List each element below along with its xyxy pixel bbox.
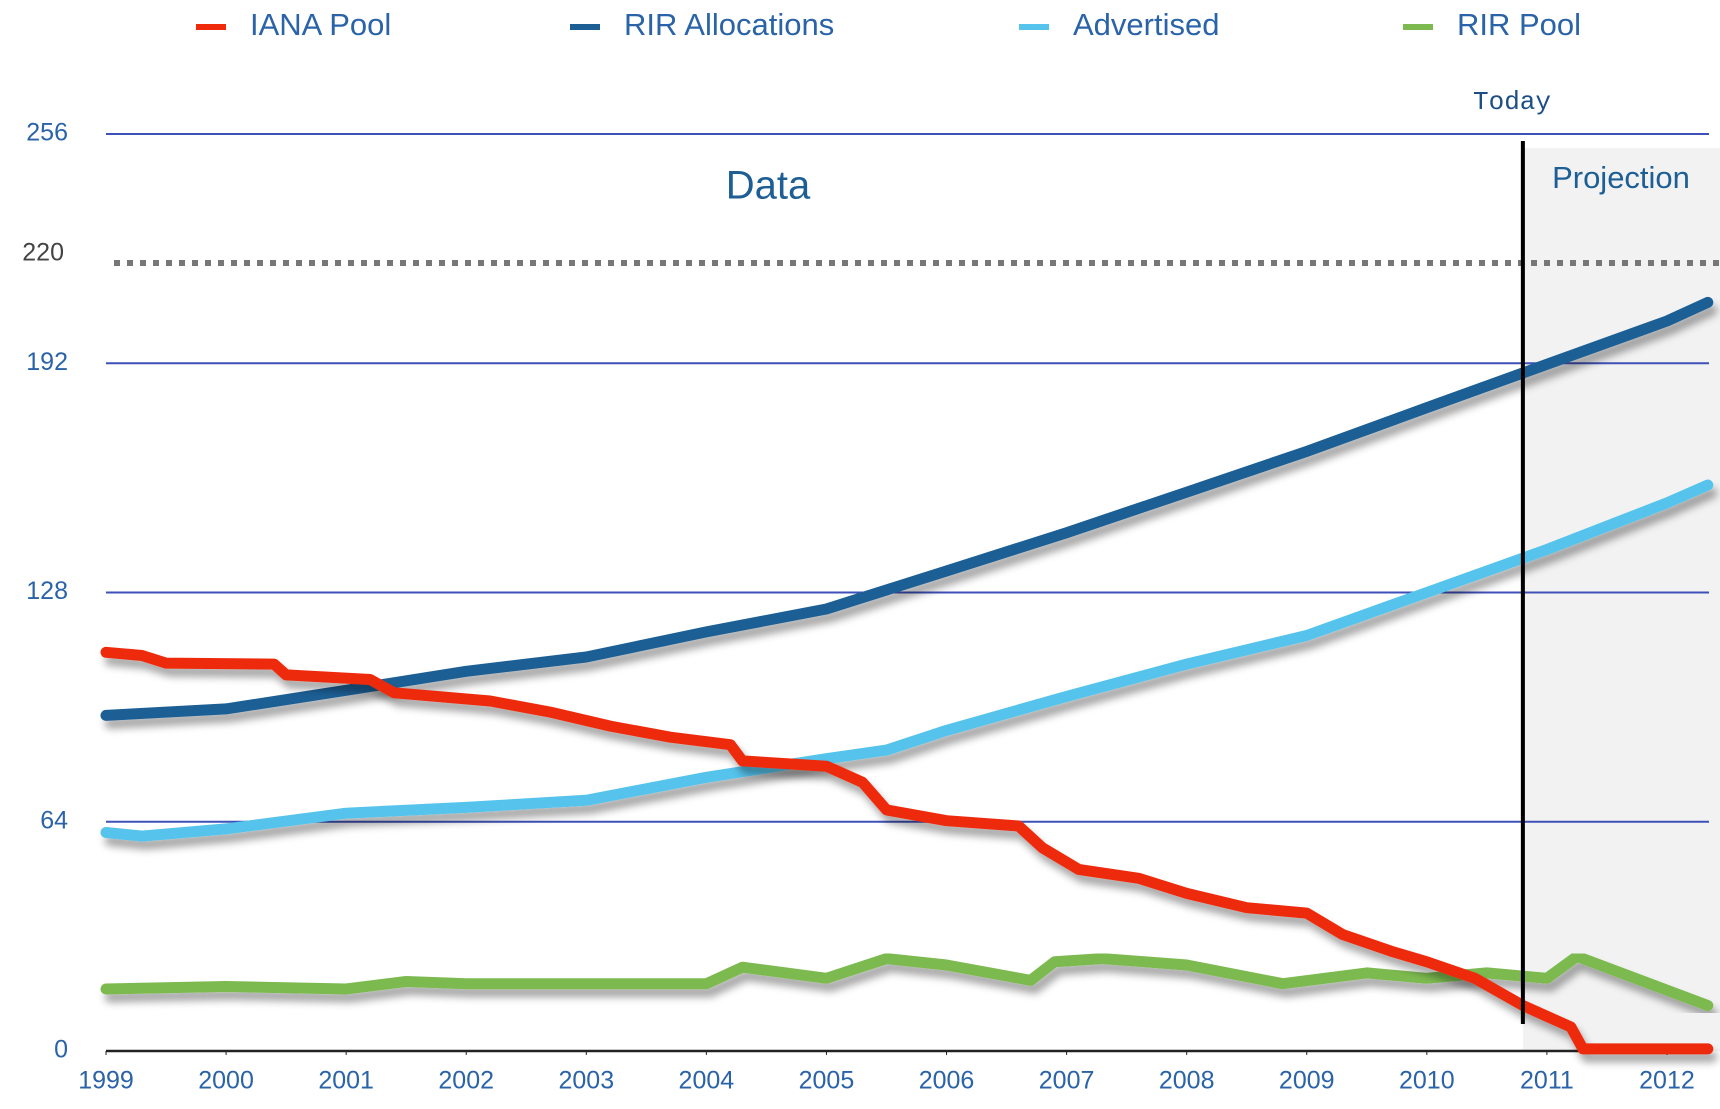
x-tick-label: 2012 (1639, 1067, 1695, 1095)
x-tick-label: 2006 (919, 1067, 975, 1095)
legend-label: IANA Pool (250, 7, 391, 42)
y-tick-label: 64 (40, 806, 68, 834)
x-tick-label: 2005 (799, 1067, 855, 1095)
y-tick-label: 192 (26, 348, 68, 376)
x-tick-label: 2001 (318, 1067, 374, 1095)
x-tick-label: 1999 (78, 1067, 134, 1095)
y-tick-label: 256 (26, 119, 68, 147)
series-line (100, 479, 1714, 842)
reference-label: 220 (22, 239, 64, 267)
x-tick-label: 2007 (1039, 1067, 1095, 1095)
legend-label: Advertised (1073, 7, 1219, 42)
x-tick-label: 2000 (198, 1067, 254, 1095)
today-label: Today (1473, 87, 1551, 117)
x-tick-label: 2009 (1279, 1067, 1335, 1095)
x-tick-label: 2011 (1520, 1067, 1574, 1095)
x-tick-label: 2008 (1159, 1067, 1215, 1095)
legend-label: RIR Pool (1457, 7, 1581, 42)
x-tick-label: 2002 (438, 1067, 494, 1095)
projection-label: Projection (1552, 160, 1690, 195)
series-line (100, 296, 1714, 721)
series-line (100, 646, 1714, 1055)
legend-label: RIR Allocations (624, 7, 834, 42)
y-tick-label: 128 (26, 577, 68, 605)
projection-area (1522, 148, 1720, 1051)
x-tick-label: 2003 (558, 1067, 614, 1095)
x-tick-label: 2010 (1399, 1067, 1455, 1095)
data-label: Data (726, 164, 811, 208)
x-tick-label: 2004 (679, 1067, 735, 1095)
y-tick-label: 0 (54, 1036, 68, 1064)
